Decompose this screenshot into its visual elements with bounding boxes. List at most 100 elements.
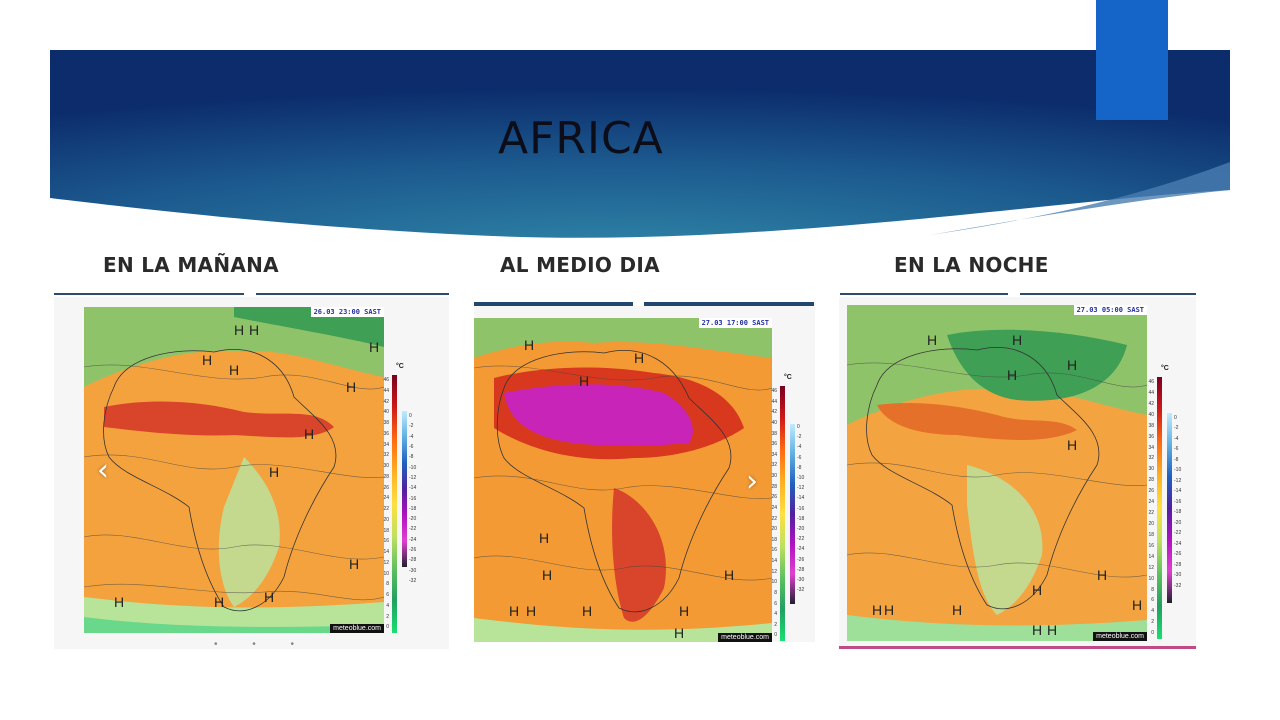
legend-tick: 46 xyxy=(383,377,389,383)
legend-unit: °C xyxy=(396,363,404,370)
legend-tick: 24 xyxy=(383,495,389,502)
legend-tick: 0 xyxy=(409,413,412,419)
label-night: EN LA NOCHE xyxy=(894,253,1049,277)
legend-tick: 14 xyxy=(383,549,389,555)
legend-tick: 22 xyxy=(383,506,389,512)
legend-tick: 34 xyxy=(771,451,777,458)
legend-unit: °C xyxy=(784,374,792,381)
legend-tick: -26 xyxy=(1174,551,1182,558)
legend-tick: -30 xyxy=(409,567,417,574)
legend-tick: 12 xyxy=(383,559,389,566)
legend-tick: 14 xyxy=(1148,553,1154,560)
legend-cold-bar xyxy=(402,411,407,567)
legend-cold-ticks: 0 -2 -4 -6 -8 -10 -12 -14 -16 -18 -20 -22 -24 -26 -28 -… xyxy=(1174,413,1181,591)
legend-tick: -10 xyxy=(797,475,805,482)
svg-text:H: H xyxy=(927,332,937,348)
legend-tick: 20 xyxy=(771,526,777,533)
map-timestamp: 27.03 05:00 SAST xyxy=(1073,305,1147,315)
legend-tick: 8 xyxy=(386,581,389,588)
svg-text:H: H xyxy=(884,602,894,618)
legend-tick: -12 xyxy=(1174,477,1182,484)
svg-text:H: H xyxy=(524,337,534,353)
carousel-prev-button[interactable]: ‹ xyxy=(90,451,116,491)
svg-text:H: H xyxy=(582,603,592,619)
legend-cold-ticks: 0 -2 -4 -6 -8 -10 -12 -14 -16 -18 -20 -22 -24 -26 -28 -… xyxy=(409,411,416,586)
legend-tick: 22 xyxy=(771,515,777,522)
panel-divider xyxy=(256,293,449,295)
svg-text:H: H xyxy=(872,602,882,618)
legend-tick: -6 xyxy=(1174,446,1179,453)
legend-tick: 16 xyxy=(1148,542,1154,549)
legend-tick: -14 xyxy=(797,495,805,502)
legend-tick: -4 xyxy=(409,433,414,440)
legend-tick: -32 xyxy=(1174,582,1182,589)
svg-text:H: H xyxy=(509,603,519,619)
legend-warm-bar xyxy=(392,375,397,633)
panel-divider xyxy=(644,302,814,306)
legend-tick: 40 xyxy=(383,409,389,416)
carousel-next-button[interactable]: › xyxy=(739,462,765,502)
legend-tick: -2 xyxy=(409,423,414,430)
legend-tick: 26 xyxy=(771,494,777,501)
legend-tick: 2 xyxy=(386,613,389,620)
svg-text:H: H xyxy=(634,350,644,366)
legend-tick: -18 xyxy=(1174,509,1182,516)
legend-tick: 16 xyxy=(383,538,389,545)
legend-tick: 2 xyxy=(1151,619,1154,626)
map-brand-label: meteoblue.com xyxy=(718,633,772,642)
legend-tick: -18 xyxy=(409,505,417,512)
legend-tick: 30 xyxy=(383,463,389,469)
legend-tick: -24 xyxy=(1174,540,1182,547)
chevron-right-icon: › xyxy=(746,464,758,499)
legend-tick: -12 xyxy=(409,474,417,481)
legend-tick: 46 xyxy=(1148,379,1154,385)
svg-text:H: H xyxy=(249,322,259,338)
svg-text:H: H xyxy=(1032,622,1042,638)
legend-tick: 0 xyxy=(774,632,777,639)
temperature-legend: °C 46 44 42 40 38 36 34 32 30 28 26 24 22 20 18 16 14 12 1… xyxy=(1148,365,1183,639)
legend-warm-ticks: 46 44 42 40 38 36 34 32 30 28 26 24 22 20 18 16 14 12 10 8 6… xyxy=(377,375,389,633)
legend-tick: 4 xyxy=(386,602,389,609)
legend-tick: 10 xyxy=(1148,575,1154,582)
legend-tick: -14 xyxy=(1174,488,1182,495)
legend-tick: -22 xyxy=(1174,530,1182,537)
title-banner xyxy=(50,50,1230,245)
legend-warm-bar xyxy=(780,386,785,641)
legend-tick: 24 xyxy=(771,504,777,511)
legend-cold-bar xyxy=(1167,413,1172,603)
carousel-dots[interactable]: • • • xyxy=(214,639,311,650)
legend-tick: 36 xyxy=(771,441,777,448)
legend-tick: -32 xyxy=(409,578,417,584)
svg-text:H: H xyxy=(269,464,279,480)
legend-tick: 28 xyxy=(1148,477,1154,484)
legend-tick: 30 xyxy=(771,473,777,479)
svg-text:H: H xyxy=(1067,437,1077,453)
legend-tick: 22 xyxy=(1148,510,1154,517)
legend-tick: -28 xyxy=(1174,561,1182,568)
legend-tick: -22 xyxy=(409,526,417,533)
svg-text:H: H xyxy=(674,625,684,641)
legend-tick: -2 xyxy=(797,434,802,441)
panel-divider xyxy=(54,293,244,295)
legend-tick: 4 xyxy=(774,611,777,618)
accent-block xyxy=(1096,0,1168,120)
legend-tick: 38 xyxy=(771,430,777,437)
legend-tick: -18 xyxy=(797,515,805,522)
legend-warm-bar xyxy=(1157,377,1162,639)
legend-tick: 12 xyxy=(771,568,777,575)
label-noon: AL MEDIO DIA xyxy=(500,253,660,277)
legend-tick: 0 xyxy=(1174,415,1177,421)
legend-tick: 0 xyxy=(386,624,389,631)
legend-warm-ticks: 46 44 42 40 38 36 34 32 30 28 26 24 22 20 18 16 14 12 10 8 6… xyxy=(765,386,777,641)
legend-warm-ticks: 46 44 42 40 38 36 34 32 30 28 26 24 22 20 18 16 14 12 10 8 6… xyxy=(1142,377,1154,639)
legend-tick: 8 xyxy=(1151,586,1154,593)
legend-tick: 18 xyxy=(383,527,389,534)
legend-tick: 0 xyxy=(1151,630,1154,637)
